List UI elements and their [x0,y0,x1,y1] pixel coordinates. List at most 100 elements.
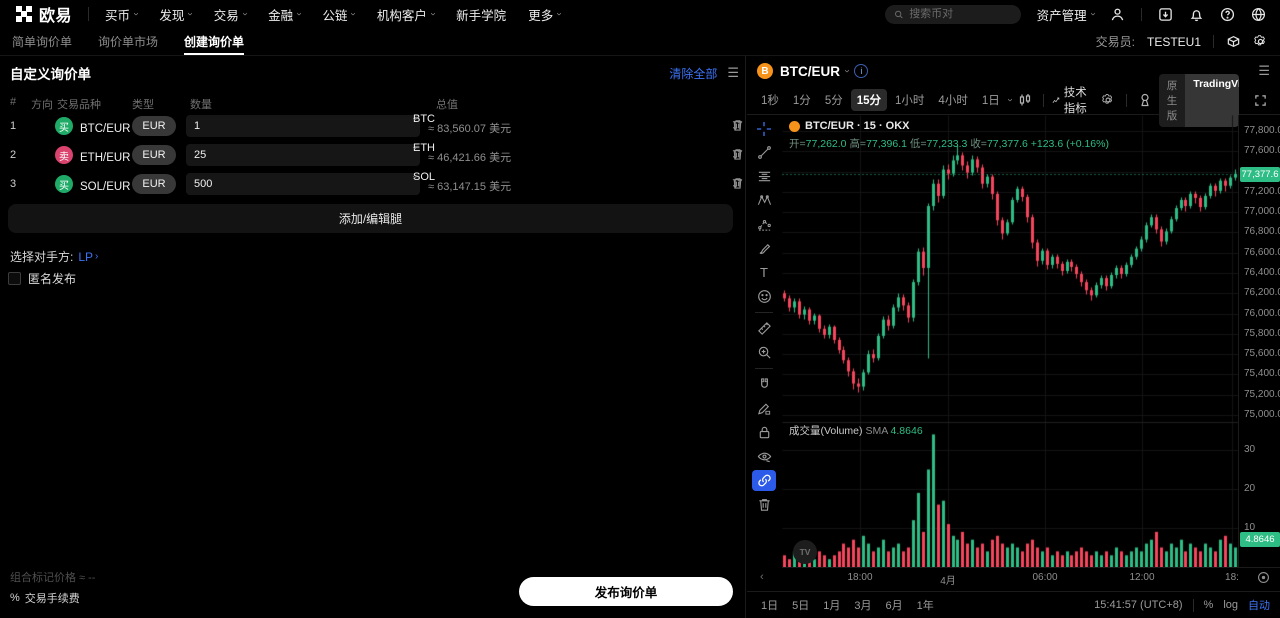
search-input[interactable] [909,8,1012,20]
combo-mark-price: 组合标记价格 ≈ -- [10,572,96,584]
language-globe-icon[interactable] [1251,7,1266,22]
brush-tool-icon[interactable] [752,238,776,259]
info-icon[interactable]: i [854,64,869,78]
divider [1126,93,1127,107]
list-menu-icon[interactable]: ☰ [727,65,739,80]
clear-all-link[interactable]: 清除全部 [669,66,718,81]
fib-retracement-tool-icon[interactable] [752,166,776,187]
sync-link-tool-icon[interactable] [752,470,776,491]
type-pill[interactable]: EUR [132,174,176,194]
percent-scale-toggle[interactable]: % [1203,599,1214,611]
lock-drawings-tool-icon[interactable] [752,422,776,443]
chart-settings-gear-icon[interactable] [1096,93,1120,107]
go-to-realtime-icon[interactable] [1257,571,1270,584]
tf-4h[interactable]: 4小时 [938,95,968,107]
candle-style-icon[interactable] [1013,93,1037,107]
price-axis-label: 76,200.0 [1244,287,1280,299]
menu-discover[interactable]: 发现 › [159,8,197,23]
counterparty-link[interactable]: LP › [78,249,99,264]
quantity-input[interactable] [194,144,344,166]
range-1d[interactable]: 1日 [761,600,779,612]
orders-history-icon[interactable] [1226,34,1241,49]
settings-gear-icon[interactable] [1253,34,1268,49]
download-app-icon[interactable] [1158,7,1173,22]
delete-leg-icon[interactable] [731,176,744,190]
profile-icon[interactable] [1110,7,1125,22]
type-pill[interactable]: EUR [132,116,176,136]
menu-buy-crypto[interactable]: 买币 › [105,8,142,23]
auto-scale-toggle[interactable]: 自动 [1248,600,1270,612]
scroll-back-icon[interactable]: ‹ [760,571,764,583]
tab-create-rfq[interactable]: 创建询价单 [184,28,245,55]
zoom-in-tool-icon[interactable] [752,342,776,363]
trend-line-tool-icon[interactable] [752,142,776,163]
expand-chart-icon[interactable] [1249,94,1272,107]
price-axis-label: 75,600.0 [1244,348,1280,360]
chevron-down-icon: › [841,69,853,73]
delete-leg-icon[interactable] [731,147,744,161]
price-axis-label: 77,800.0 [1244,125,1280,136]
tf-1m[interactable]: 1分 [792,95,811,107]
forecast-tool-icon[interactable] [752,214,776,235]
range-3m[interactable]: 3月 [854,600,872,612]
volume-axis-label: 10 [1244,522,1256,533]
tf-1s[interactable]: 1秒 [761,95,779,107]
clock[interactable]: 15:41:57 (UTC+8) [1094,599,1183,611]
edit-drawings-tool-icon[interactable] [752,398,776,419]
buy-badge: 买 [55,175,73,193]
text-tool-icon[interactable]: T [760,265,768,280]
fee-label[interactable]: 交易手续费 [24,593,80,605]
sell-badge: 卖 [55,146,73,164]
type-pill[interactable]: EUR [132,145,176,165]
quantity-input[interactable] [194,173,344,195]
hide-drawings-tool-icon[interactable] [752,446,776,467]
publish-rfq-button[interactable]: 发布询价单 [519,577,733,606]
divider [1213,35,1214,48]
chart-legend: BTC/EUR · 15 · OKX 开=77,262.0 高=77,396.1… [789,120,1109,150]
crosshair-tool-icon[interactable] [752,118,776,139]
tab-rfq-market[interactable]: 询价单市场 [98,35,159,49]
menu-finance[interactable]: 金融 › [268,8,305,23]
last-price-badge: 77,377.6 [1240,166,1280,182]
help-icon[interactable] [1220,7,1235,22]
price-axis-label: 76,600.0 [1244,246,1280,258]
tf-1h[interactable]: 1小时 [895,95,925,107]
time-axis[interactable]: ‹ 18:00 4月 06:00 12:00 18: [760,567,1280,588]
menu-academy[interactable]: 新手学院 [456,8,507,23]
screenshot-camera-icon[interactable] [1133,93,1157,107]
delete-leg-icon[interactable] [731,118,744,132]
tab-simple-rfq[interactable]: 简单询价单 [12,35,73,49]
okx-brand[interactable]: 欧易 [16,2,72,26]
quantity-input[interactable] [194,115,344,137]
menu-chain[interactable]: 公链 › [322,8,360,23]
menu-more[interactable]: 更多 › [528,8,565,23]
chart-canvas[interactable] [782,115,1238,567]
chart-menu-icon[interactable]: ☰ [1258,63,1270,78]
notifications-icon[interactable] [1189,7,1204,22]
menu-trade[interactable]: 交易 › [213,8,251,23]
remove-drawings-tool-icon[interactable] [752,494,776,515]
ruler-tool-icon[interactable] [752,318,776,339]
range-1m[interactable]: 1月 [823,600,841,612]
asset-management-menu[interactable]: 资产管理 › [1036,8,1099,23]
tf-more-chevron-icon[interactable]: › [1004,98,1016,102]
range-5d[interactable]: 5日 [792,600,810,612]
xabcd-pattern-tool-icon[interactable] [752,190,776,211]
tf-1d[interactable]: 1日 [981,95,1000,107]
chart-symbol[interactable]: BTC/EUR [780,63,840,79]
tf-5m[interactable]: 5分 [824,95,843,107]
indicators-button[interactable]: 技术指标 [1050,84,1094,116]
anonymous-checkbox[interactable] [8,272,21,285]
range-6m[interactable]: 6月 [885,600,903,612]
magnet-tool-icon[interactable] [752,374,776,395]
menu-institutional[interactable]: 机构客户 › [376,8,439,23]
price-axis[interactable]: 77,800.0 77,600.0 77,200.0 77,000.0 76,800.0… [1238,115,1280,567]
add-edit-leg-button[interactable]: 添加/编辑腿 [8,204,733,233]
log-scale-toggle[interactable]: log [1223,599,1238,611]
divider [755,312,773,313]
trader-label: 交易员: [1095,35,1135,49]
emoji-tool-icon[interactable] [752,286,776,307]
range-1y[interactable]: 1年 [916,600,934,612]
tf-15m[interactable]: 15分 [850,89,888,111]
search-box[interactable] [884,4,1021,24]
